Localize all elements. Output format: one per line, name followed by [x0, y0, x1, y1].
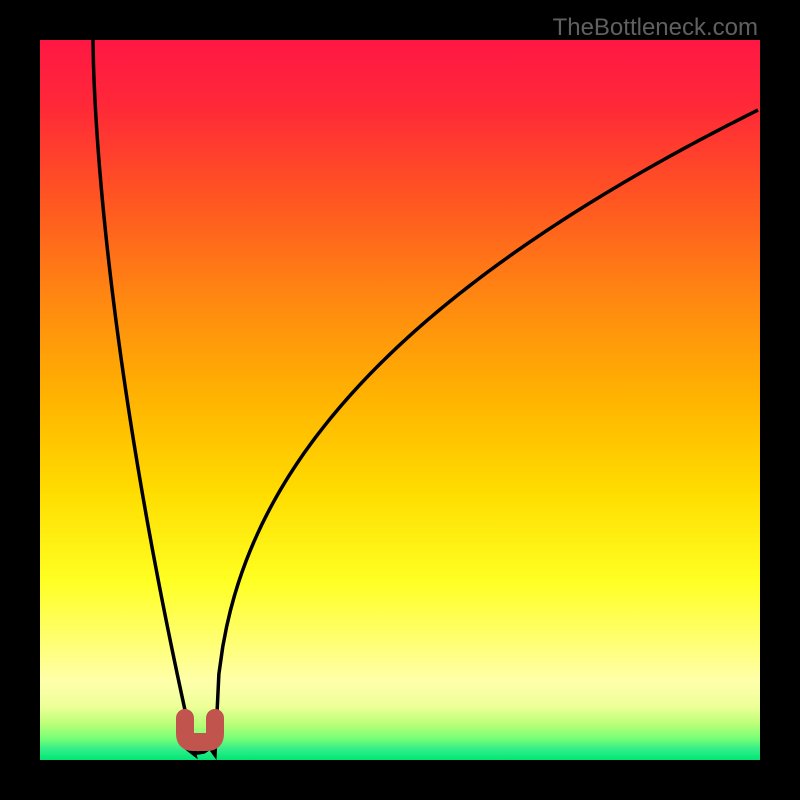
valley-marker: [185, 718, 215, 742]
bottleneck-curve: [93, 40, 758, 755]
chart-overlay: [0, 0, 800, 800]
